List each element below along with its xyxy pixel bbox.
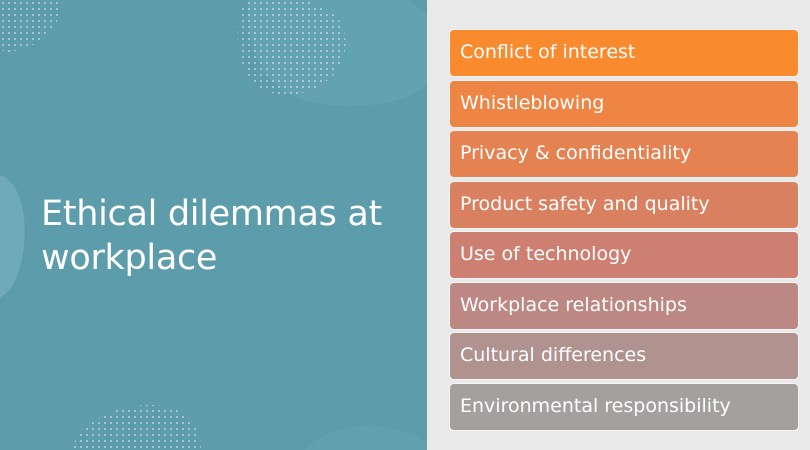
list-item: Product safety and quality [450,181,798,228]
list-item: Workplace relationships [450,282,798,329]
list-item: Cultural differences [450,333,798,379]
list-item: Use of technology [450,232,798,278]
dilemma-list: Conflict of interest Whistleblowing Priv… [450,30,798,434]
dotted-blob [237,0,346,95]
title-panel: Ethical dilemmas at workplace [0,0,427,450]
slide-title: Ethical dilemmas at workplace [41,194,382,278]
blob-shape [305,426,427,450]
dotted-blob [71,405,201,450]
list-item: Privacy & confidentiality [450,131,798,177]
list-item: Conflict of interest [450,30,798,76]
blob-shape [0,175,25,298]
list-item: Whistleblowing [450,80,798,127]
decorative-background [0,0,427,450]
list-item: Environmental responsibility [450,383,798,430]
dotted-blob [0,0,61,53]
